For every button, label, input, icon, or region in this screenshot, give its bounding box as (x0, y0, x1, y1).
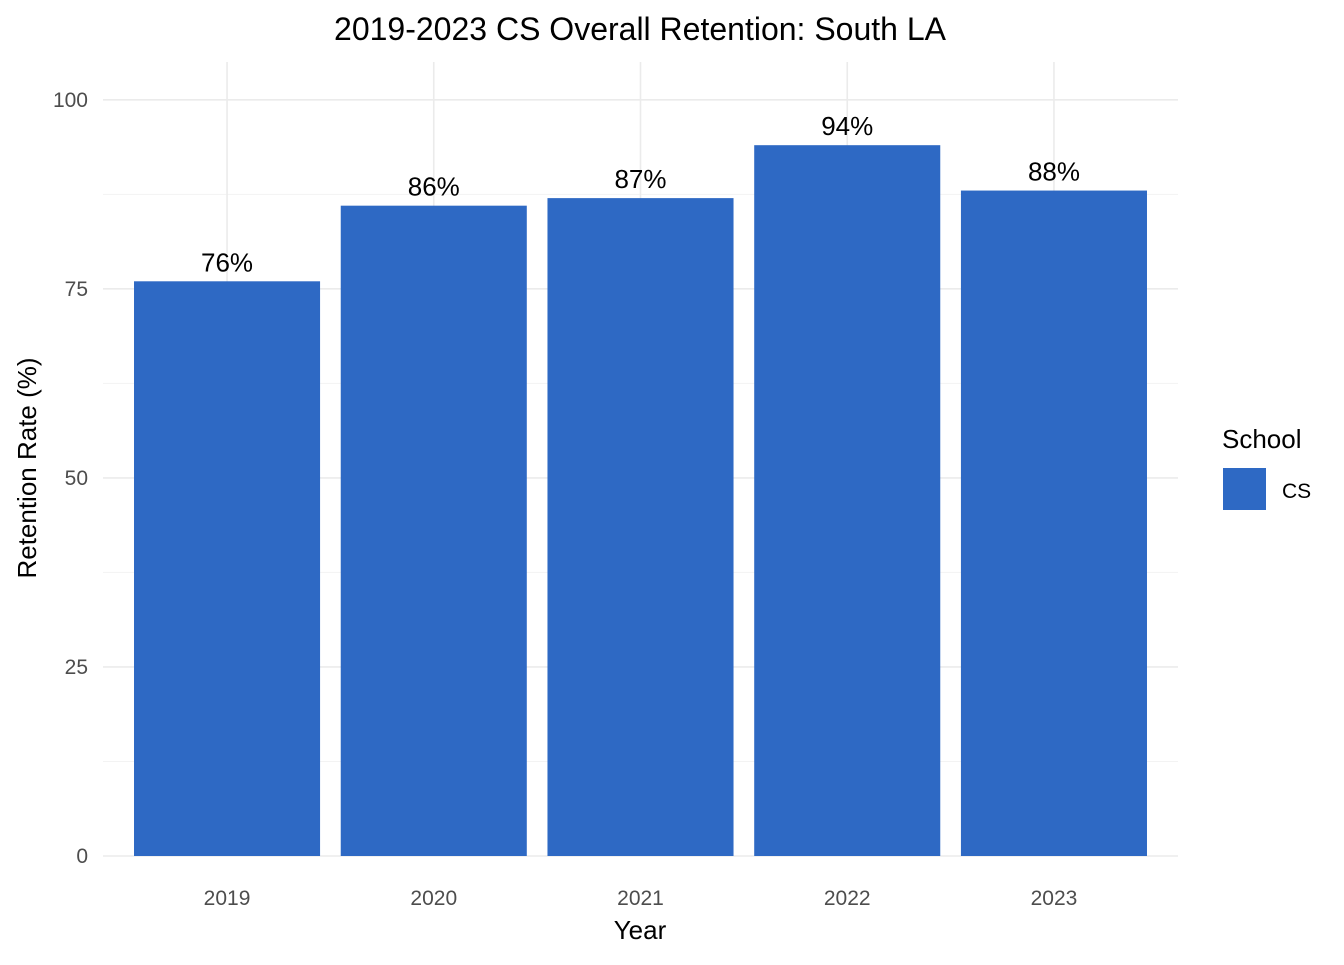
y-tick-label: 75 (65, 278, 88, 301)
bar-2020 (340, 205, 527, 856)
legend-swatch (1223, 468, 1266, 510)
x-tick-label: 2022 (824, 887, 871, 910)
y-tick-label: 100 (53, 89, 88, 112)
bar-2021 (547, 198, 734, 857)
y-tick-label: 50 (65, 467, 88, 490)
x-axis-title: Year (614, 915, 667, 945)
bars (134, 145, 1147, 857)
bar-2022 (754, 145, 941, 856)
chart-title: 2019-2023 CS Overall Retention: South LA (334, 11, 947, 47)
y-tick-label: 25 (65, 656, 88, 679)
x-tick-label: 2023 (1031, 887, 1078, 910)
bar-2023 (960, 190, 1147, 857)
x-tick-label: 2021 (617, 887, 664, 910)
y-axis-title: Retention Rate (%) (12, 357, 42, 578)
y-tick-label: 0 (76, 845, 88, 868)
x-tick-label: 2019 (204, 887, 251, 910)
data-label-2020: 86% (408, 172, 460, 202)
legend: School CS (1222, 424, 1311, 510)
data-label-2022: 94% (821, 111, 873, 141)
data-label-2023: 88% (1028, 157, 1080, 187)
y-axis-ticks: 0 25 50 75 100 (53, 89, 88, 868)
bar-2019 (134, 281, 321, 856)
legend-title: School (1222, 424, 1302, 454)
x-tick-label: 2020 (410, 887, 457, 910)
data-label-2021: 87% (614, 164, 666, 194)
legend-label-cs: CS (1282, 480, 1311, 503)
data-labels: 76% 86% 87% 94% 88% (201, 111, 1080, 277)
data-label-2019: 76% (201, 247, 253, 277)
x-axis-ticks: 2019 2020 2021 2022 2023 (204, 887, 1078, 910)
